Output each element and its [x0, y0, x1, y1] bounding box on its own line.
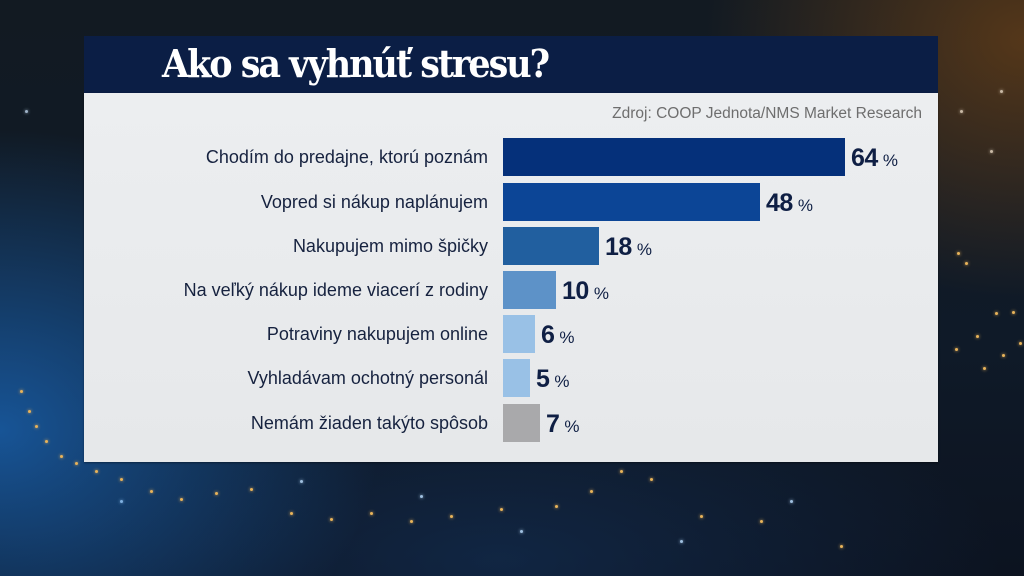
value-number: 18 [605, 233, 632, 261]
source-note: Zdroj: COOP Jednota/NMS Market Research [612, 105, 922, 122]
particle-dot [20, 390, 23, 393]
particle-dot [300, 480, 303, 483]
particle-dot [410, 520, 413, 523]
particle-dot [590, 490, 593, 493]
bar-row: Vopred si nákup naplánujem 48% [84, 183, 938, 221]
particle-dot [215, 492, 218, 495]
particle-dot [960, 110, 963, 113]
particle-dot [75, 462, 78, 465]
bar-value: 18% [605, 227, 652, 265]
bar-value: 7% [546, 404, 580, 442]
particle-dot [290, 512, 293, 515]
particle-dot [520, 530, 523, 533]
value-number: 6 [541, 321, 555, 349]
value-unit: % [636, 240, 652, 259]
particle-dot [620, 470, 623, 473]
particle-dot [983, 367, 986, 370]
chart-panel: Ako sa vyhnúť stresu? Zdroj: COOP Jednot… [84, 36, 938, 462]
bar-label: Vyhladávam ochotný personál [247, 368, 488, 388]
particle-dot [965, 262, 968, 265]
bar [503, 271, 556, 309]
bar [503, 315, 535, 353]
bar [503, 183, 760, 221]
particle-dot [150, 490, 153, 493]
value-number: 48 [766, 189, 793, 217]
bar-row: Chodím do predajne, ktorú poznám 64% [84, 138, 938, 176]
particle-dot [1002, 354, 1005, 357]
bar-row: Nemám žiaden takýto spôsob 7% [84, 404, 938, 442]
particle-dot [180, 498, 183, 501]
particle-dot [955, 348, 958, 351]
bar-value: 5% [536, 359, 570, 397]
value-unit: % [593, 284, 609, 303]
particle-dot [700, 515, 703, 518]
value-number: 7 [546, 410, 560, 438]
bar-label: Vopred si nákup naplánujem [260, 192, 488, 212]
particle-dot [760, 520, 763, 523]
bar-row: Nakupujem mimo špičky 18% [84, 227, 938, 265]
particle-dot [680, 540, 683, 543]
particle-dot [1012, 311, 1015, 314]
particle-dot [1019, 342, 1022, 345]
particle-dot [60, 455, 63, 458]
bar-row: Na veľký nákup ideme viacerí z rodiny 10… [84, 271, 938, 309]
particle-dot [25, 110, 28, 113]
value-unit: % [554, 372, 570, 391]
particle-dot [555, 505, 558, 508]
value-number: 64 [851, 144, 878, 172]
bar [503, 227, 599, 265]
bar [503, 404, 540, 442]
title-bar: Ako sa vyhnúť stresu? [84, 36, 938, 93]
bar-label: Potraviny nakupujem online [266, 324, 488, 344]
particle-dot [957, 252, 960, 255]
value-number: 10 [562, 277, 589, 305]
bar-row: Potraviny nakupujem online 6% [84, 315, 938, 353]
particle-dot [420, 495, 423, 498]
particle-dot [28, 410, 31, 413]
particle-dot [330, 518, 333, 521]
bar-label: Na veľký nákup ideme viacerí z rodiny [183, 280, 488, 300]
bar-label: Chodím do predajne, ktorú poznám [205, 147, 488, 167]
value-unit: % [564, 417, 580, 436]
particle-dot [1000, 90, 1003, 93]
particle-dot [790, 500, 793, 503]
particle-dot [840, 545, 843, 548]
particle-dot [370, 512, 373, 515]
bar-value: 6% [541, 315, 575, 353]
bar-label: Nemám žiaden takýto spôsob [250, 413, 488, 433]
value-unit: % [797, 196, 813, 215]
bar-value: 64% [851, 138, 898, 176]
value-number: 5 [536, 365, 550, 393]
bar-row: Vyhladávam ochotný personál 5% [84, 359, 938, 397]
bar [503, 359, 530, 397]
bar-value: 10% [562, 271, 609, 309]
particle-dot [250, 488, 253, 491]
particle-dot [650, 478, 653, 481]
chart-body: Zdroj: COOP Jednota/NMS Market Research … [84, 93, 938, 462]
value-unit: % [559, 328, 575, 347]
bar-label: Nakupujem mimo špičky [292, 236, 488, 256]
particle-dot [35, 425, 38, 428]
chart-title: Ako sa vyhnúť stresu? [162, 41, 550, 86]
particle-dot [120, 500, 123, 503]
particle-dot [995, 312, 998, 315]
particle-dot [990, 150, 993, 153]
particle-dot [450, 515, 453, 518]
bar-value: 48% [766, 183, 813, 221]
particle-dot [120, 478, 123, 481]
value-unit: % [882, 151, 898, 170]
particle-dot [95, 470, 98, 473]
bar [503, 138, 845, 176]
particle-dot [45, 440, 48, 443]
particle-dot [976, 335, 979, 338]
particle-dot [500, 508, 503, 511]
